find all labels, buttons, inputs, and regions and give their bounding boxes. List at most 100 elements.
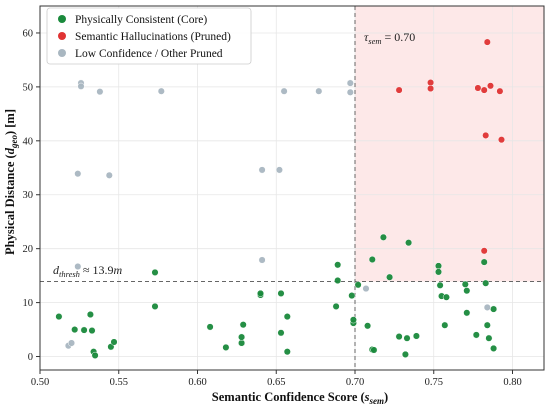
data-point-series-1: [91, 351, 99, 359]
data-point-series-1: [354, 281, 362, 289]
data-point-series-3: [346, 88, 354, 96]
x-tick-label: 0.50: [31, 377, 49, 388]
legend-marker: [58, 32, 66, 40]
y-tick-label: 40: [23, 136, 34, 147]
data-point-series-1: [283, 313, 291, 321]
data-point-series-3: [258, 256, 266, 264]
data-point-series-1: [461, 280, 469, 288]
y-tick-label: 60: [23, 28, 34, 39]
data-point-series-1: [334, 276, 342, 285]
y-tick-label: 10: [23, 298, 34, 309]
data-point-series-1: [86, 310, 94, 319]
data-point-series-1: [482, 279, 490, 287]
data-point-series-1: [277, 289, 285, 297]
data-point-series-2: [427, 84, 435, 93]
data-point-series-3: [74, 262, 82, 271]
y-tick-label: 20: [23, 244, 34, 255]
data-point-series-1: [434, 268, 443, 276]
data-point-series-3: [74, 170, 82, 178]
data-point-series-2: [480, 86, 488, 94]
data-point-series-1: [239, 321, 247, 329]
x-tick-label: 0.55: [110, 377, 128, 388]
data-point-series-1: [441, 321, 449, 329]
data-point-series-1: [349, 316, 357, 324]
data-point-series-1: [332, 302, 340, 310]
data-point-series-2: [480, 247, 488, 255]
data-point-series-3: [280, 87, 288, 95]
data-point-series-1: [55, 313, 63, 321]
x-tick-label: 0.80: [503, 377, 521, 388]
data-point-series-1: [370, 346, 378, 354]
data-point-series-2: [427, 79, 435, 87]
data-point-series-3: [96, 88, 104, 96]
data-point-series-3: [346, 79, 354, 87]
data-point-series-1: [442, 293, 450, 301]
data-point-series-2: [497, 136, 506, 144]
data-point-series-1: [403, 334, 411, 342]
data-point-series-1: [490, 305, 498, 313]
data-point-series-3: [105, 171, 113, 179]
data-point-series-1: [151, 268, 159, 276]
data-point-series-2: [482, 131, 490, 139]
data-point-series-3: [258, 166, 266, 174]
data-point-series-1: [405, 239, 413, 247]
data-point-series-2: [483, 38, 491, 46]
y-tick-label: 50: [23, 82, 34, 93]
tau-sem-annotation: τsem = 0.70: [364, 30, 415, 46]
data-point-series-1: [368, 255, 376, 264]
data-point-series-1: [256, 289, 265, 297]
data-point-series-1: [348, 292, 356, 300]
data-point-series-3: [362, 285, 370, 293]
x-tick-label: 0.65: [267, 377, 285, 388]
data-point-series-1: [434, 262, 443, 270]
data-point-series-1: [206, 323, 214, 331]
data-point-series-1: [80, 326, 88, 334]
data-point-series-1: [238, 333, 246, 341]
x-axis-title: Semantic Confidence Score (ssem): [212, 390, 388, 406]
data-point-series-1: [436, 281, 444, 289]
data-point-series-2: [474, 84, 482, 92]
plot-frame: [39, 5, 545, 371]
legend-label: Low Confidence / Other Pruned: [75, 48, 223, 60]
data-point-series-1: [238, 339, 246, 347]
data-point-series-2: [395, 86, 403, 94]
data-point-series-1: [490, 344, 498, 352]
data-point-series-2: [486, 82, 495, 90]
x-tick-label: 0.70: [346, 377, 364, 388]
legend: Physically Consistent (Core) Semantic Hal…: [46, 7, 252, 65]
data-point-series-1: [277, 329, 285, 337]
data-point-series-3: [67, 339, 76, 347]
data-point-series-1: [412, 332, 420, 340]
data-point-series-1: [463, 309, 471, 317]
data-point-series-1: [483, 321, 491, 329]
data-point-series-1: [364, 322, 372, 330]
data-point-series-1: [110, 338, 118, 346]
data-point-series-3: [157, 87, 165, 95]
legend-box: [46, 7, 252, 65]
plot-area: [39, 5, 545, 371]
data-point-series-1: [71, 326, 79, 334]
data-point-series-1: [334, 261, 342, 269]
data-point-series-1: [485, 334, 493, 342]
data-point-series-3: [77, 82, 85, 90]
axis-ticks: 0.50 0.55 0.60 0.65 0.70 0.75 0.80 0 10 20 30 40 50 6…: [23, 28, 522, 388]
x-tick-label: 0.75: [425, 377, 443, 388]
data-point-series-1: [151, 302, 159, 310]
data-point-series-1: [386, 273, 394, 281]
data-point-series-1: [88, 327, 96, 335]
data-point-series-1: [395, 333, 403, 341]
legend-label: Physically Consistent (Core): [75, 14, 207, 26]
y-tick-label: 0: [28, 352, 33, 363]
data-point-series-2: [496, 87, 504, 95]
y-tick-label: 30: [23, 190, 34, 201]
data-point-series-1: [463, 287, 471, 295]
data-point-series-3: [275, 166, 283, 174]
data-point-series-1: [401, 350, 409, 358]
data-point-series-3: [483, 303, 491, 311]
d-thresh-annotation: dthresh ≈ 13.9m: [53, 263, 123, 279]
y-axis-title: Physical Distance (dgeo) [m]: [3, 109, 19, 255]
data-point-series-1: [222, 343, 230, 351]
data-point-series-1: [379, 233, 387, 241]
legend-marker: [58, 15, 66, 23]
